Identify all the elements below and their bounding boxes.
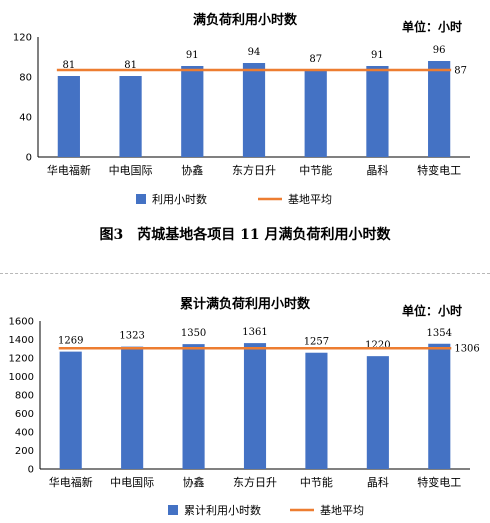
category-label: 东方日升: [233, 475, 277, 489]
bar: [119, 76, 142, 157]
category-label: 中节能: [300, 475, 333, 489]
data-label: 1323: [119, 331, 144, 342]
category-label: 协鑫: [183, 475, 205, 489]
y-tick-label: 400: [15, 428, 34, 439]
figure-caption: 图3 芮城基地各项目 11 月满负荷利用小时数: [99, 227, 391, 243]
category-label: 华电福新: [47, 163, 91, 177]
bar: [59, 351, 82, 469]
bar: [181, 66, 204, 157]
bar: [121, 346, 144, 469]
chart-title: 累计满负荷利用小时数: [179, 297, 310, 312]
chart-canvas: 0 40 80 120 81 华电福新 81 中电国际 91 协鑫 94 东方日升 87 中节能 91 晶科 9…: [13, 33, 470, 206]
legend-swatch-bar: [136, 194, 146, 204]
unit-label: 单位：小时: [401, 304, 462, 318]
section-divider: [0, 273, 490, 274]
y-tick-label: 80: [19, 73, 32, 84]
y-tick-label: 200: [15, 446, 34, 457]
data-label: 96: [433, 45, 446, 56]
y-tick-label: 0: [28, 465, 34, 476]
bar: [57, 76, 80, 157]
unit-label: 单位：小时: [401, 20, 462, 34]
data-label: 91: [186, 50, 199, 61]
cumulative-hours-chart: 累计满负荷利用小时数 单位：小时 0 200 400 600 800 1000 1200 14…: [0, 282, 490, 523]
bar: [304, 70, 327, 157]
bar: [366, 66, 389, 157]
data-label: 81: [62, 60, 75, 71]
y-tick-label: 1600: [9, 317, 34, 328]
category-label: 中节能: [299, 163, 332, 177]
data-label: 91: [371, 50, 384, 61]
data-label: 1257: [304, 337, 329, 348]
data-label: 1269: [58, 336, 83, 347]
category-label: 特变电工: [417, 163, 461, 177]
y-tick-label: 40: [19, 113, 32, 124]
data-label: 1350: [181, 328, 206, 339]
category-label: 特变电工: [417, 475, 461, 489]
legend-label-line: 基地平均: [320, 504, 364, 517]
y-tick-label: 120: [13, 33, 32, 44]
monthly-hours-chart: 满负荷利用小时数 单位：小时 0 40 80 120 81 华电福新 81 中电国际 91 协鑫 9…: [0, 0, 490, 212]
chart-canvas: 0 200 400 600 800 1000 1200 1400 1600 1269 华电福新 132…: [9, 317, 480, 518]
y-tick-label: 1000: [9, 372, 34, 383]
y-tick-label: 1200: [9, 354, 34, 365]
legend-label-bar: 累计利用小时数: [184, 504, 261, 517]
bar: [428, 61, 451, 157]
chart-title: 满负荷利用小时数: [192, 13, 297, 28]
legend-swatch-bar: [168, 505, 178, 515]
category-label: 中电国际: [109, 164, 153, 177]
y-tick-label: 800: [15, 391, 34, 402]
category-label: 华电福新: [49, 475, 93, 489]
bar: [366, 356, 389, 469]
data-label: 1354: [427, 328, 452, 339]
data-label: 87: [309, 54, 322, 65]
legend-label-bar: 利用小时数: [152, 193, 207, 206]
average-label: 87: [454, 66, 467, 77]
y-tick-label: 0: [26, 153, 32, 164]
data-label: 94: [248, 47, 261, 58]
bar: [243, 343, 267, 469]
category-label: 晶科: [367, 475, 389, 489]
bar: [428, 343, 451, 469]
data-label: 1220: [365, 340, 390, 351]
average-label: 1306: [454, 344, 479, 355]
bar: [305, 352, 328, 469]
category-label: 中电国际: [110, 476, 154, 489]
legend-label-line: 基地平均: [288, 193, 332, 206]
category-label: 协鑫: [181, 163, 203, 177]
y-tick-label: 1400: [9, 335, 34, 346]
data-label: 1361: [242, 327, 267, 338]
y-tick-label: 600: [15, 409, 34, 420]
bar: [242, 63, 266, 157]
category-label: 晶科: [366, 163, 388, 177]
category-label: 东方日升: [232, 163, 276, 177]
bar: [182, 344, 205, 469]
data-label: 81: [124, 60, 137, 71]
